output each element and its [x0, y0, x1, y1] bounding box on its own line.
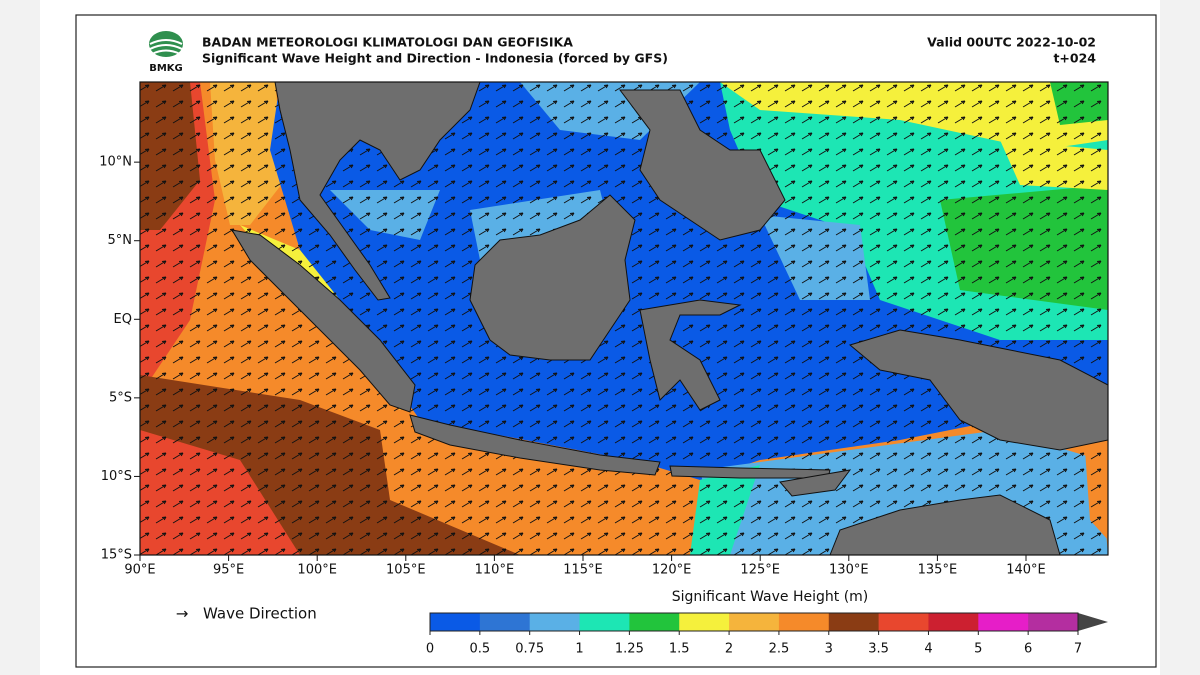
colorbar-tick-label: 1 — [575, 642, 583, 657]
colorbar-segment — [1028, 613, 1079, 631]
legend-arrow: → — [176, 605, 189, 623]
lon-label: 90°E — [124, 563, 155, 578]
land — [469, 194, 636, 361]
colorbar-extend — [1078, 613, 1108, 631]
valid-time: Valid 00UTC 2022-10-02 — [927, 35, 1096, 50]
land — [829, 494, 1061, 555]
map — [140, 82, 1108, 555]
map-border — [139, 81, 1109, 556]
agency: BADAN METEOROLOGI KLIMATOLOGI DAN GEOFIS… — [202, 35, 573, 50]
lon-label: 135°E — [918, 563, 958, 578]
axes: 10°N 5°N EQ 5°S 10°S 15°S90°E 95°E 100°E 105°E 11… — [99, 155, 1046, 578]
lat-label: EQ — [114, 312, 132, 327]
lon-label: 100°E — [297, 563, 337, 578]
lon-label: 105°E — [386, 563, 426, 578]
lon-label: 125°E — [740, 563, 780, 578]
colorbar-tick-label: 5 — [974, 642, 982, 657]
colorbar-tick-label: 7 — [1074, 642, 1082, 657]
lon-label: 115°E — [563, 563, 603, 578]
lon-label: 95°E — [213, 563, 244, 578]
lat-label: 10°S — [101, 469, 132, 484]
land — [848, 329, 1108, 451]
colorbar-tick-label: 0 — [426, 642, 434, 657]
colorbar-segment — [778, 613, 830, 631]
lon-label: 110°E — [475, 563, 515, 578]
lat-label: 15°S — [101, 548, 132, 563]
lon-label: 120°E — [652, 563, 692, 578]
lead-time: t+024 — [1053, 51, 1096, 66]
land — [409, 414, 661, 476]
colorbar-tick-label: 1.25 — [615, 642, 644, 657]
colorbar-segment — [479, 613, 531, 631]
colorbar-segment — [928, 613, 979, 631]
colorbar-tick-label: 4 — [924, 642, 932, 657]
colorbar-tick-label: 3 — [825, 642, 833, 657]
land — [274, 82, 481, 301]
lon-label: 130°E — [829, 563, 869, 578]
colorbar-segment — [978, 613, 1029, 631]
colorbar-tick-label: 0.75 — [515, 642, 544, 657]
lat-label: 5°N — [108, 233, 133, 248]
colorbar-tick-label: 2 — [725, 642, 733, 657]
legend-label: Wave Direction — [203, 605, 317, 623]
colorbar-segment — [878, 613, 929, 631]
colorbar-border — [429, 612, 1079, 632]
lon-label: 140°E — [1006, 563, 1046, 578]
wave-arrows — [140, 82, 1108, 555]
logo: BMKG — [149, 31, 183, 74]
colorbar-tick-label: 2.5 — [769, 642, 790, 657]
colorbar-segment — [679, 613, 730, 631]
colorbar-segment — [729, 613, 780, 631]
lat-label: 5°S — [109, 390, 132, 405]
colorbar-segment — [579, 613, 630, 631]
land — [231, 229, 416, 413]
lat-label: 10°N — [99, 155, 132, 170]
land — [619, 89, 786, 241]
colorbar: 0 0.5 0.75 1 1.25 1.5 2 2.5 3 3.5 4 5 6 7 — [426, 612, 1108, 657]
colorbar-tick-label: 6 — [1024, 642, 1032, 657]
land — [779, 469, 852, 497]
title: Significant Wave Height and Direction - … — [202, 51, 668, 66]
colorbar-segment — [430, 613, 481, 631]
colorbar-segment — [629, 613, 680, 631]
colorbar-segment — [529, 613, 581, 631]
land — [639, 299, 742, 411]
logo-text: BMKG — [149, 63, 183, 74]
colorbar-tick-label: 3.5 — [868, 642, 889, 657]
colorbar-tick-label: 1.5 — [669, 642, 690, 657]
colorbar-segment — [828, 613, 880, 631]
colorbar-tick-label: 0.5 — [470, 642, 491, 657]
colorbar-label: Significant Wave Height (m) — [672, 589, 869, 605]
